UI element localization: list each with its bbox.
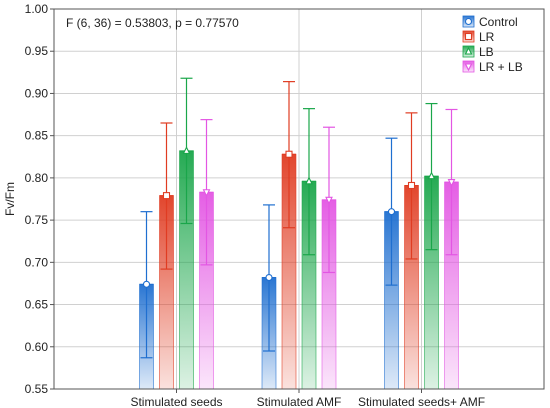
x-tick-label: Stimulated AMF <box>257 395 342 408</box>
x-tick-label: Stimulated seeds+ AMF <box>358 395 485 408</box>
mean-marker <box>325 196 333 205</box>
y-tick-label: 0.75 <box>25 213 49 227</box>
y-axis-ticks: 0.55 0.60 0.65 0.70 0.75 0.80 0.85 0.90 0.95 1.00 <box>25 2 54 396</box>
mean-marker <box>182 146 191 154</box>
mean-marker <box>202 189 211 197</box>
y-tick-label: 0.65 <box>25 298 49 312</box>
y-tick-label: 1.00 <box>25 2 49 16</box>
mean-marker <box>142 280 151 288</box>
stats-annotation: F (6, 36) = 0.53803, p = 0.77570 <box>66 16 239 30</box>
y-tick-label: 0.95 <box>25 44 49 58</box>
y-tick-label: 0.60 <box>25 340 49 354</box>
legend-marker <box>464 63 473 72</box>
legend-marker <box>464 17 473 26</box>
x-tick-label: Stimulated seeds <box>130 395 222 408</box>
legend-label: Control <box>479 15 518 29</box>
y-tick-label: 0.90 <box>25 86 49 100</box>
legend-label: LR <box>479 30 495 44</box>
y-tick-label: 0.85 <box>25 129 49 143</box>
legend-marker <box>464 32 473 41</box>
mean-marker <box>387 208 396 216</box>
mean-marker <box>407 181 416 190</box>
legend-label: LB <box>479 45 494 59</box>
mean-marker <box>265 273 273 282</box>
mean-marker <box>162 192 171 200</box>
mean-marker <box>285 150 293 158</box>
mean-markers <box>142 146 456 288</box>
y-tick-label: 0.70 <box>25 255 49 269</box>
y-axis-label: Fv/Fm <box>3 182 17 216</box>
x-axis-ticks: Stimulated seeds Stimulated AMF Stimulated… <box>130 389 485 408</box>
y-tick-label: 0.80 <box>25 171 49 185</box>
legend-marker <box>464 46 473 55</box>
plot-frame <box>53 8 545 390</box>
mean-marker <box>305 176 313 185</box>
legend-label: LR + LB <box>479 60 523 74</box>
y-tick-label: 0.55 <box>25 382 49 396</box>
mean-marker <box>447 179 456 187</box>
mean-marker <box>427 171 436 180</box>
